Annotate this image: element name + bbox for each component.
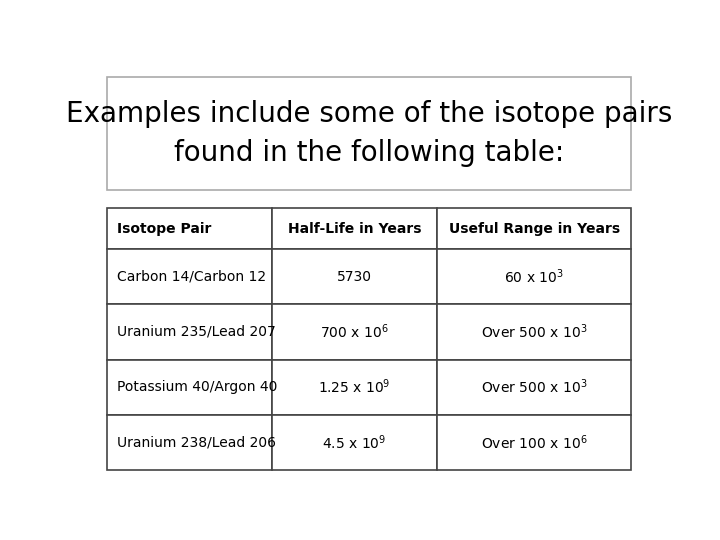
Text: 4.5 x 10$^{9}$: 4.5 x 10$^{9}$ [323, 433, 387, 452]
Bar [107, 360, 272, 415]
Text: Over 100 x 10$^{6}$: Over 100 x 10$^{6}$ [481, 433, 588, 452]
Text: Over 500 x 10$^{3}$: Over 500 x 10$^{3}$ [481, 322, 588, 341]
Text: Uranium 238/Lead 206: Uranium 238/Lead 206 [117, 436, 276, 449]
Text: 5730: 5730 [337, 269, 372, 284]
Bar [437, 360, 631, 415]
Bar [437, 249, 631, 304]
Text: Potassium 40/Argon 40: Potassium 40/Argon 40 [117, 380, 277, 394]
Bar [272, 304, 437, 360]
Text: Useful Range in Years: Useful Range in Years [449, 221, 620, 235]
Bar [272, 249, 437, 304]
Bar [272, 208, 437, 249]
Text: 1.25 x 10$^{9}$: 1.25 x 10$^{9}$ [318, 378, 391, 396]
Bar [107, 208, 272, 249]
Bar [107, 249, 272, 304]
Text: Over 500 x 10$^{3}$: Over 500 x 10$^{3}$ [481, 378, 588, 396]
Text: Uranium 235/Lead 207: Uranium 235/Lead 207 [117, 325, 276, 339]
Text: 700 x 10$^{6}$: 700 x 10$^{6}$ [320, 322, 389, 341]
Text: Half-Life in Years: Half-Life in Years [288, 221, 421, 235]
Bar [272, 415, 437, 470]
Text: Isotope Pair: Isotope Pair [117, 221, 211, 235]
Text: Carbon 14/Carbon 12: Carbon 14/Carbon 12 [117, 269, 266, 284]
Bar [272, 360, 437, 415]
Bar [437, 415, 631, 470]
Bar [437, 304, 631, 360]
Text: 60 x 10$^{3}$: 60 x 10$^{3}$ [504, 267, 564, 286]
Bar [107, 304, 272, 360]
Bar [107, 77, 631, 190]
Bar [437, 208, 631, 249]
Text: Examples include some of the isotope pairs
found in the following table:: Examples include some of the isotope pai… [66, 100, 672, 167]
Bar [107, 415, 272, 470]
